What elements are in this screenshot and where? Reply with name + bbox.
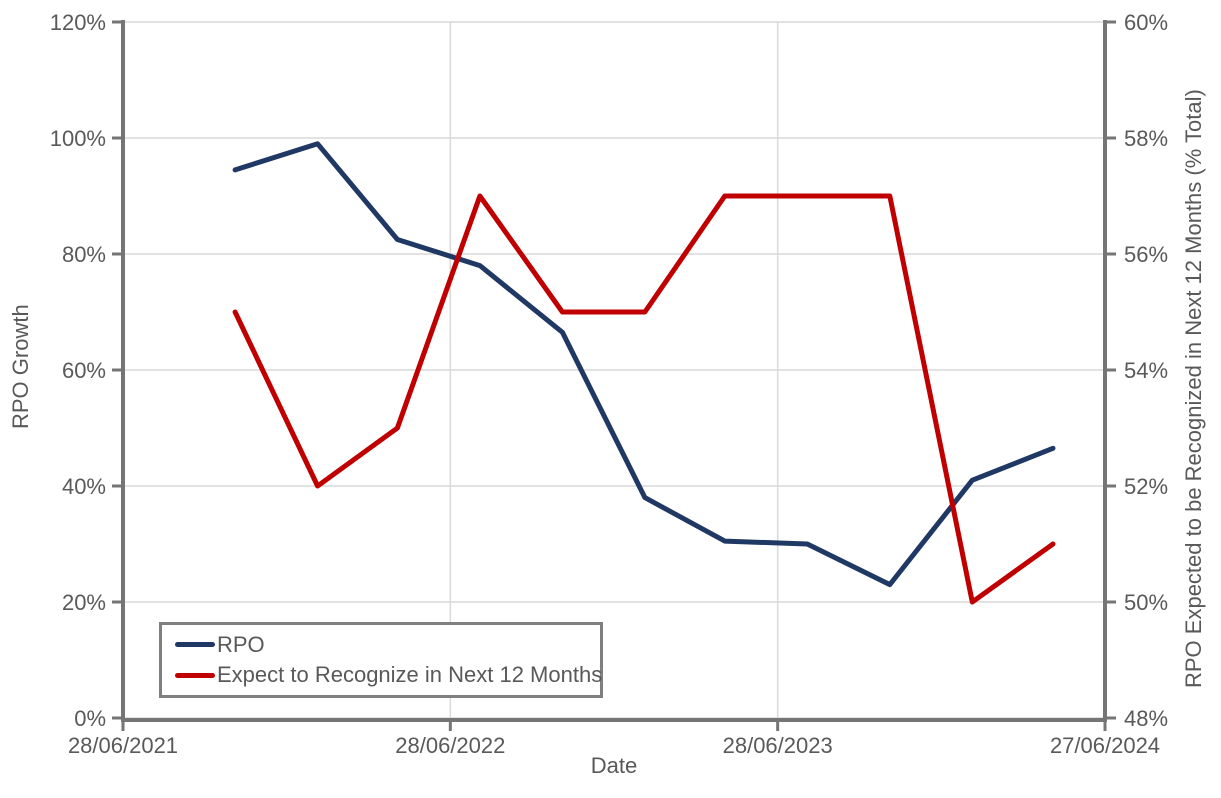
- y-axis-right-tick-label: 48%: [1124, 706, 1168, 731]
- y-axis-left-tick-label: 80%: [62, 242, 106, 267]
- x-axis-tick-label: 28/06/2023: [723, 733, 833, 758]
- series-line-next12: [232, 193, 1056, 605]
- legend-label-next12: Expect to Recognize in Next 12 Months: [217, 662, 603, 688]
- y-axis-left-tick-label: 100%: [50, 126, 106, 151]
- x-axis-tick-label: 28/06/2021: [68, 733, 178, 758]
- y-axis-right-tick-label: 54%: [1124, 358, 1168, 383]
- left-axis-title: RPO Growth: [8, 304, 33, 429]
- y-axis-right-tick-label: 60%: [1124, 10, 1168, 35]
- y-axis-right-tick-label: 58%: [1124, 126, 1168, 151]
- x-axis-tick-label: 27/06/2024: [1050, 733, 1160, 758]
- right-axis-title: RPO Expected to be Recognized in Next 12…: [1181, 89, 1206, 688]
- legend-item-next12: Expect to Recognize in Next 12 Months: [175, 662, 603, 688]
- legend-swatch-next12-line: [175, 672, 215, 678]
- y-axis-right-tick-label: 52%: [1124, 474, 1168, 499]
- y-axis-left-tick-label: 120%: [50, 10, 106, 35]
- x-axis-title: Date: [590, 753, 638, 778]
- y-axis-right-tick-label: 50%: [1124, 590, 1168, 615]
- legend: RPO Expect to Recognize in Next 12 Month…: [159, 622, 603, 698]
- legend-item-rpo: RPO: [175, 631, 600, 657]
- series-line-rpo: [232, 141, 1056, 588]
- y-axis-left-tick-label: 40%: [62, 474, 106, 499]
- legend-label-rpo: RPO: [217, 631, 265, 657]
- legend-swatch-rpo-line: [175, 642, 215, 648]
- x-axis-tick-label: 28/06/2022: [395, 733, 505, 758]
- y-axis-right-tick-label: 56%: [1124, 242, 1168, 267]
- y-axis-left-tick-label: 0%: [74, 706, 106, 731]
- y-axis-left-tick-label: 20%: [62, 590, 106, 615]
- y-axis-left-tick-label: 60%: [62, 358, 106, 383]
